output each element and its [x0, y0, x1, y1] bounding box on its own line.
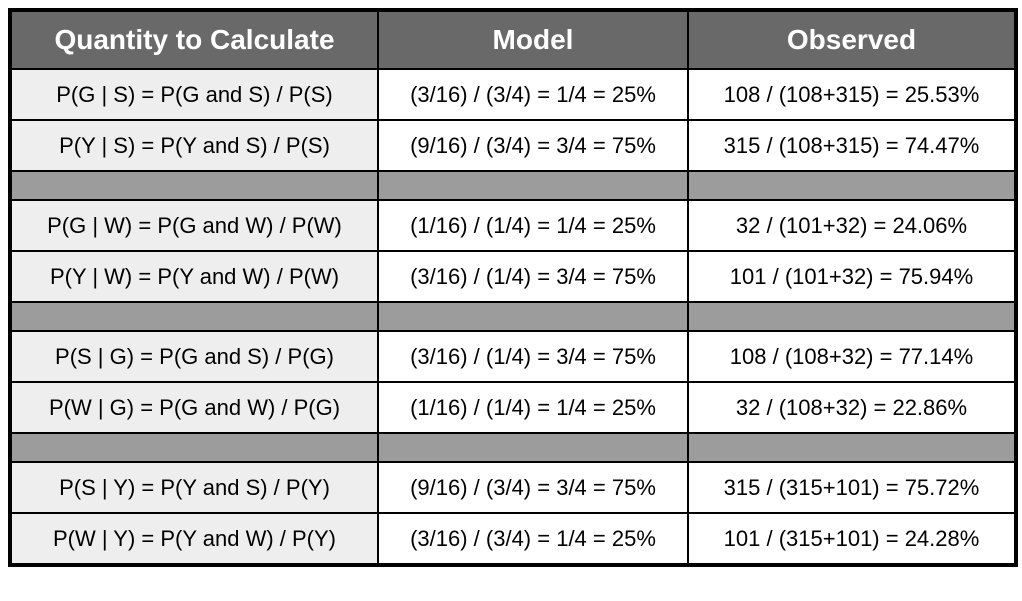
separator-cell — [9, 170, 379, 201]
separator-cell — [687, 432, 1017, 463]
separator-cell — [687, 301, 1017, 332]
separator-row — [9, 432, 1017, 463]
quantity-cell: P(W | G) = P(G and W) / P(G) — [9, 381, 379, 434]
probability-comparison-table: Quantity to Calculate Model Observed P(G… — [8, 8, 1018, 567]
model-cell: (3/16) / (3/4) = 1/4 = 25% — [377, 68, 689, 121]
table-row: P(W | Y) = P(Y and W) / P(Y) (3/16) / (3… — [9, 512, 1017, 566]
quantity-cell: P(S | Y) = P(Y and S) / P(Y) — [9, 461, 379, 514]
observed-cell: 108 / (108+315) = 25.53% — [687, 68, 1017, 121]
separator-cell — [377, 170, 689, 201]
table-row: P(Y | W) = P(Y and W) / P(W) (3/16) / (1… — [9, 250, 1017, 303]
table-row: P(S | Y) = P(Y and S) / P(Y) (9/16) / (3… — [9, 461, 1017, 514]
separator-cell — [377, 432, 689, 463]
observed-cell: 315 / (108+315) = 74.47% — [687, 119, 1017, 172]
quantity-cell: P(Y | S) = P(Y and S) / P(S) — [9, 119, 379, 172]
observed-cell: 101 / (101+32) = 75.94% — [687, 250, 1017, 303]
model-cell: (9/16) / (3/4) = 3/4 = 75% — [377, 119, 689, 172]
header-row: Quantity to Calculate Model Observed — [9, 9, 1017, 70]
quantity-cell: P(G | S) = P(G and S) / P(S) — [9, 68, 379, 121]
separator-cell — [377, 301, 689, 332]
model-cell: (3/16) / (1/4) = 3/4 = 75% — [377, 330, 689, 383]
column-header-quantity: Quantity to Calculate — [9, 9, 379, 70]
quantity-cell: P(W | Y) = P(Y and W) / P(Y) — [9, 512, 379, 566]
table-row: P(W | G) = P(G and W) / P(G) (1/16) / (1… — [9, 381, 1017, 434]
separator-row — [9, 301, 1017, 332]
observed-cell: 315 / (315+101) = 75.72% — [687, 461, 1017, 514]
quantity-cell: P(G | W) = P(G and W) / P(W) — [9, 199, 379, 252]
table-row: P(G | S) = P(G and S) / P(S) (3/16) / (3… — [9, 68, 1017, 121]
model-cell: (9/16) / (3/4) = 3/4 = 75% — [377, 461, 689, 514]
separator-cell — [9, 432, 379, 463]
model-cell: (1/16) / (1/4) = 1/4 = 25% — [377, 381, 689, 434]
observed-cell: 32 / (101+32) = 24.06% — [687, 199, 1017, 252]
model-cell: (1/16) / (1/4) = 1/4 = 25% — [377, 199, 689, 252]
table-row: P(G | W) = P(G and W) / P(W) (1/16) / (1… — [9, 199, 1017, 252]
separator-cell — [9, 301, 379, 332]
observed-cell: 101 / (315+101) = 24.28% — [687, 512, 1017, 566]
model-cell: (3/16) / (3/4) = 1/4 = 25% — [377, 512, 689, 566]
separator-row — [9, 170, 1017, 201]
observed-cell: 108 / (108+32) = 77.14% — [687, 330, 1017, 383]
column-header-model: Model — [377, 9, 689, 70]
table-row: P(S | G) = P(G and S) / P(G) (3/16) / (1… — [9, 330, 1017, 383]
model-cell: (3/16) / (1/4) = 3/4 = 75% — [377, 250, 689, 303]
observed-cell: 32 / (108+32) = 22.86% — [687, 381, 1017, 434]
table-row: P(Y | S) = P(Y and S) / P(S) (9/16) / (3… — [9, 119, 1017, 172]
quantity-cell: P(S | G) = P(G and S) / P(G) — [9, 330, 379, 383]
separator-cell — [687, 170, 1017, 201]
quantity-cell: P(Y | W) = P(Y and W) / P(W) — [9, 250, 379, 303]
column-header-observed: Observed — [687, 9, 1017, 70]
